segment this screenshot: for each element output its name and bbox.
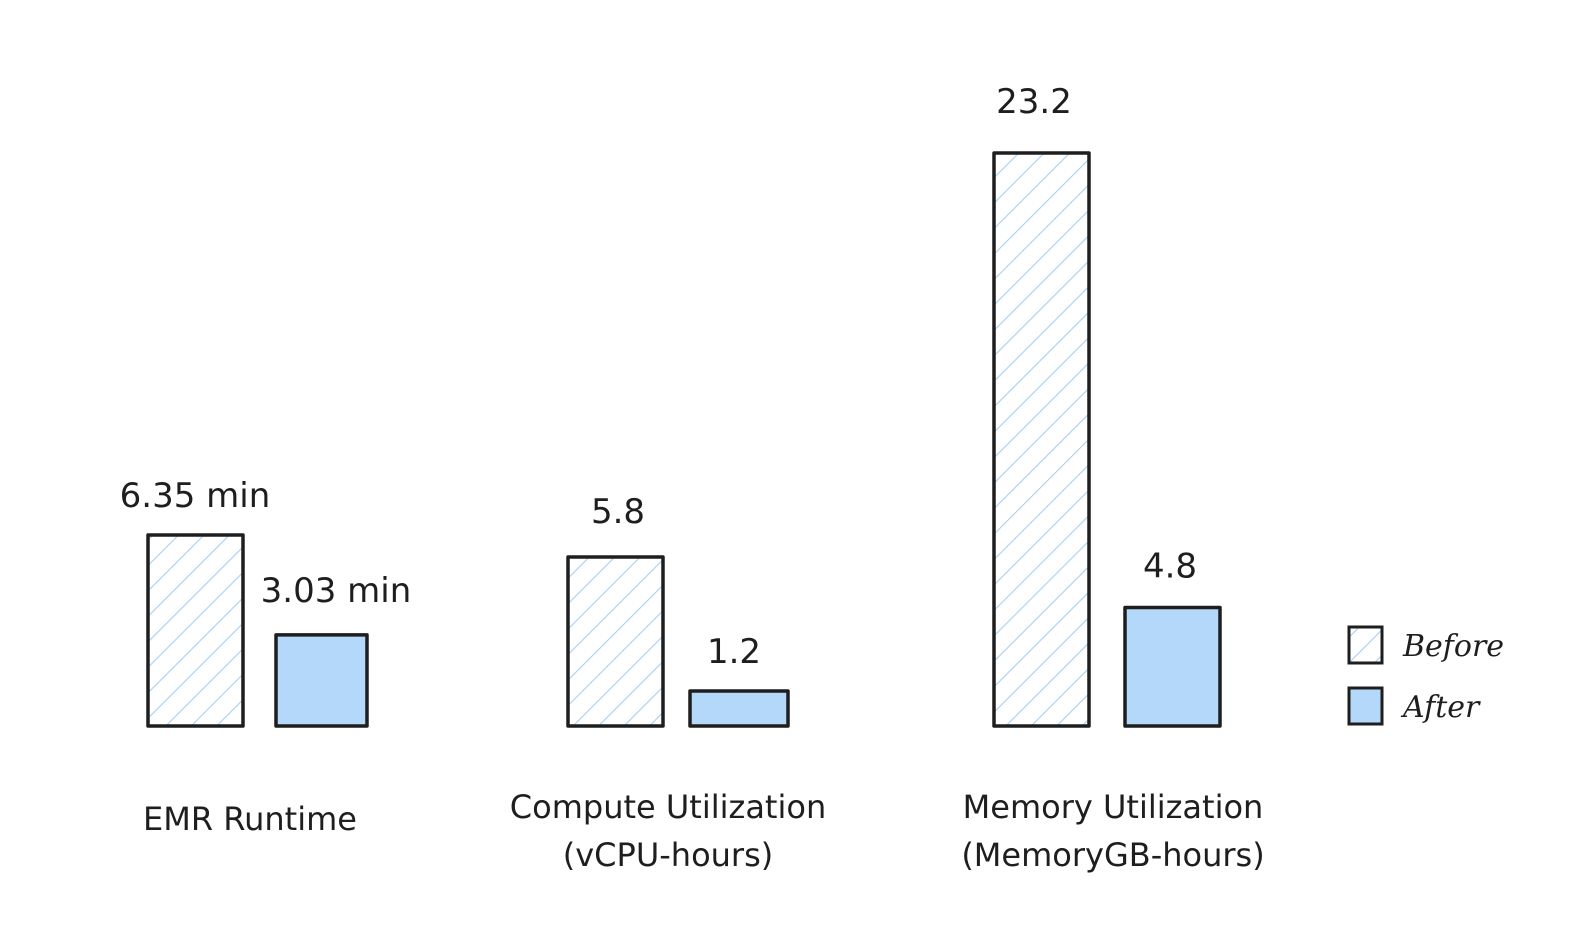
legend-swatch-after <box>1347 686 1384 726</box>
value-label-after-0: 3.03 min <box>261 571 412 611</box>
legend-label-before: Before <box>1402 629 1504 664</box>
bar-after-1 <box>688 689 790 728</box>
legend-label-after: After <box>1400 690 1481 725</box>
category-label-1-line-1: (vCPU-hours) <box>563 836 773 874</box>
bars-layer <box>146 151 1222 728</box>
bar-before-1 <box>566 555 665 728</box>
value-label-after-1: 1.2 <box>707 632 761 672</box>
bar-after-2 <box>1123 605 1222 728</box>
value-label-before-1: 5.8 <box>591 492 645 532</box>
bar-after-0 <box>274 633 369 728</box>
category-label-0-line-0: EMR Runtime <box>143 800 357 838</box>
value-label-before-0: 6.35 min <box>120 476 271 516</box>
bar-before-0 <box>146 533 245 728</box>
legend-swatch-before <box>1347 625 1384 665</box>
value-label-before-2: 23.2 <box>996 82 1072 122</box>
value-label-after-2: 4.8 <box>1143 546 1197 586</box>
category-label-1-line-0: Compute Utilization <box>510 788 826 826</box>
category-label-2-line-0: Memory Utilization <box>963 788 1264 826</box>
category-labels-layer: EMR Runtime Compute Utilization (vCPU-hour… <box>143 788 1265 874</box>
bar-before-2 <box>992 151 1091 728</box>
category-label-2-line-1: (MemoryGB-hours) <box>961 836 1264 874</box>
value-labels-layer: 6.35 min 3.03 min 5.8 1.2 23.2 4.8 <box>120 82 1197 672</box>
legend: Before After <box>1347 625 1504 726</box>
